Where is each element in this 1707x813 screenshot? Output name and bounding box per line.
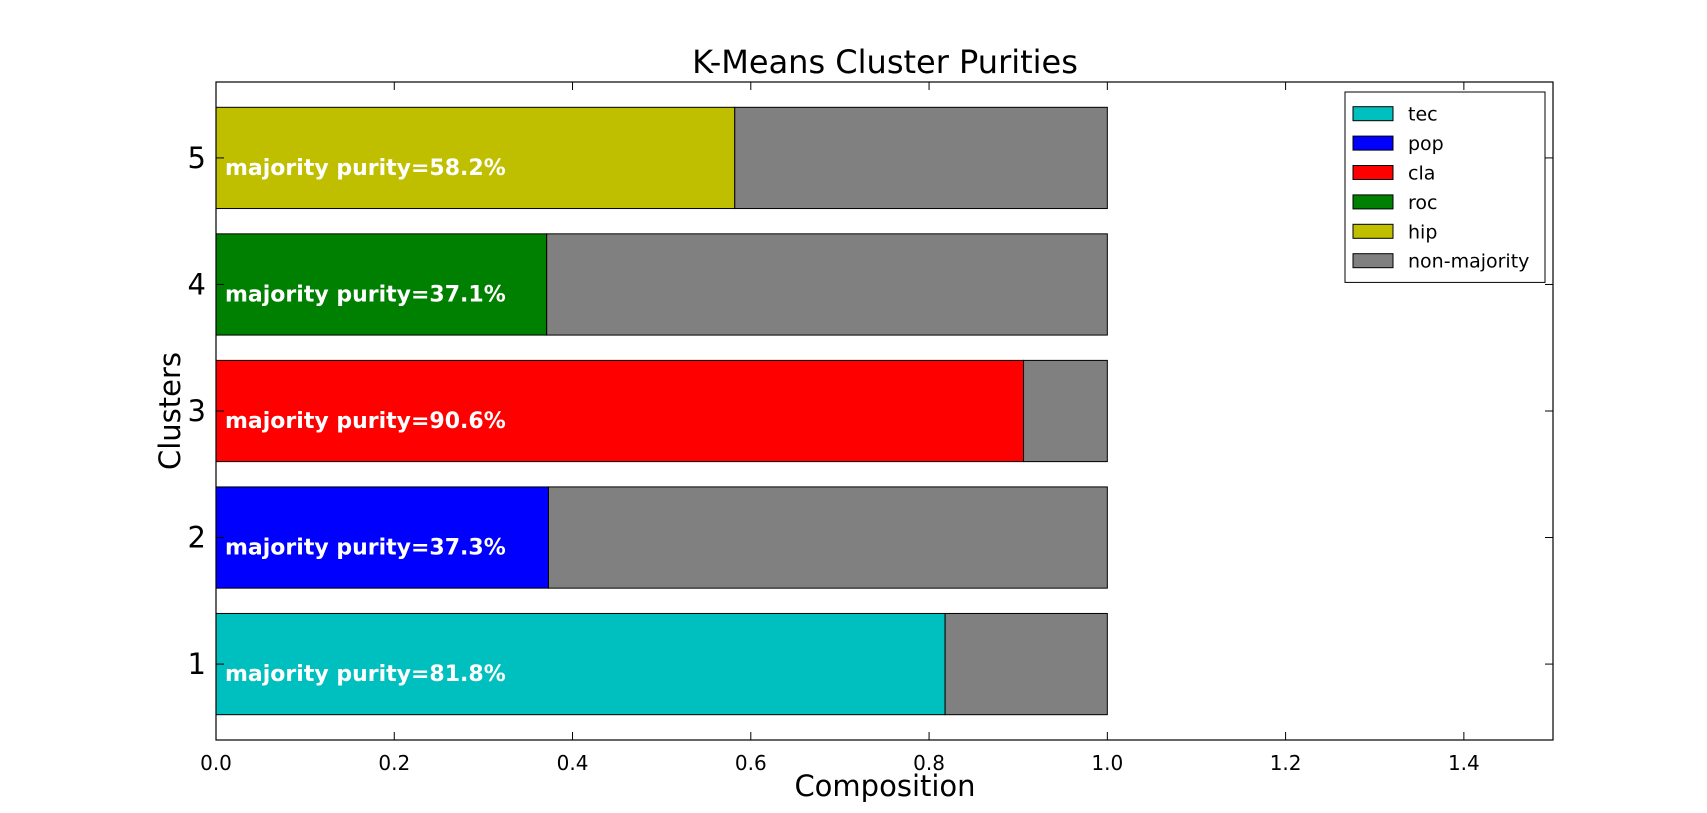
y-tick-label: 2 (188, 521, 206, 555)
legend: tec pop cla roc hip non-majority (1344, 91, 1546, 283)
x-tick-label: 1.4 (1448, 751, 1480, 775)
bar-annotation-cluster-2: majority purity=37.3% (225, 536, 506, 561)
legend-label-cla: cla (1408, 163, 1435, 185)
bar-majority-cluster-4 (215, 233, 548, 336)
legend-label-tec: tec (1408, 104, 1438, 126)
bar-annotation-cluster-5: majority purity=58.2% (225, 156, 506, 181)
x-axis-label: Composition (794, 769, 975, 803)
legend-swatch-cla (1352, 165, 1394, 180)
legend-swatch-non-majority (1352, 253, 1394, 269)
legend-label-hip: hip (1408, 221, 1437, 243)
x-tick-label: 0.8 (913, 751, 945, 775)
bars-group (215, 106, 1108, 716)
y-tick-label: 4 (188, 267, 206, 301)
bar-annotation-cluster-3: majority purity=90.6% (225, 409, 506, 434)
x-tick-label: 1.0 (1091, 751, 1123, 775)
legend-label-non-majority: non-majority (1408, 251, 1529, 273)
x-tick-label: 0.6 (735, 751, 767, 775)
bar-majority-cluster-3 (215, 359, 1025, 463)
bar-non-majority-cluster-4 (546, 233, 1108, 336)
y-axis: 1 2 3 4 5 (188, 141, 1553, 681)
legend-swatch-roc (1352, 194, 1394, 210)
legend-label-pop: pop (1408, 133, 1444, 155)
legend-swatch-pop (1352, 135, 1394, 151)
bar-annotations: majority purity=81.8% majority purity=37.… (225, 156, 506, 687)
x-axis: 0.0 0.2 0.4 0.6 0.8 1.0 1.2 1.4 (200, 82, 1480, 775)
x-tick-label: 0.0 (200, 751, 232, 775)
legend-swatch-hip (1352, 223, 1394, 239)
bar-non-majority-cluster-2 (547, 486, 1108, 589)
legend-label-roc: roc (1408, 192, 1437, 214)
legend-box (1344, 91, 1546, 283)
bar-majority-cluster-1 (215, 612, 946, 716)
bar-non-majority-cluster-3 (1023, 359, 1108, 463)
x-tick-label: 1.2 (1270, 751, 1302, 775)
bar-annotation-cluster-4: majority purity=37.1% (225, 282, 506, 307)
bar-majority-cluster-2 (215, 486, 549, 589)
y-tick-label: 3 (188, 394, 206, 428)
chart-title: K-Means Cluster Purities (692, 43, 1078, 81)
bar-non-majority-cluster-1 (944, 612, 1108, 716)
x-tick-label: 0.2 (378, 751, 410, 775)
x-tick-label: 0.4 (557, 751, 589, 775)
y-tick-label: 5 (188, 141, 206, 175)
y-tick-label: 1 (188, 647, 206, 681)
y-axis-label: Clusters (153, 352, 187, 470)
bar-annotation-cluster-1: majority purity=81.8% (225, 662, 506, 687)
bar-non-majority-cluster-5 (734, 106, 1108, 210)
legend-swatch-tec (1352, 106, 1394, 122)
